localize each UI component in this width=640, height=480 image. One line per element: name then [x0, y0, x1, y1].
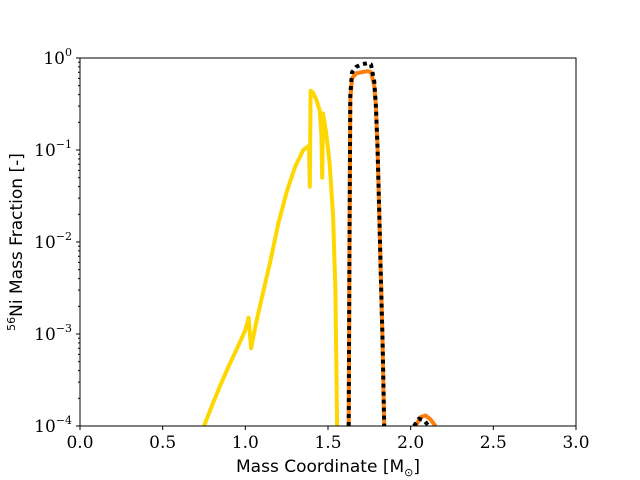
y-tick-label: 10−4 [34, 414, 72, 437]
series-layer [202, 61, 438, 426]
x-tick-label: 1.0 [232, 433, 259, 453]
x-axis-label: Mass Coordinate [M⊙] [236, 457, 420, 479]
y-tick-label: 100 [43, 46, 72, 69]
x-tick-label: 0.5 [149, 433, 176, 453]
y-tick-label: 10−3 [34, 322, 72, 345]
sun-symbol: ⊙ [404, 466, 413, 479]
y-axis: 10−4 10−3 10−2 10−1 100 [34, 46, 80, 437]
y-axis-label: 56Ni Mass Fraction [-] [5, 153, 27, 331]
series-line-5 [412, 416, 431, 426]
x-tick-label: 1.5 [314, 433, 341, 453]
x-tick-label: 2.0 [397, 433, 424, 453]
plot-frame [79, 57, 577, 427]
series-line-4 [346, 61, 387, 426]
y-tick-label: 10−1 [34, 138, 72, 161]
series-line-1 [202, 88, 340, 426]
x-tick-label: 2.5 [480, 433, 507, 453]
y-tick-label: 10−2 [34, 230, 72, 253]
x-tick-label: 3.0 [562, 433, 589, 453]
x-tick-label: 0.0 [66, 433, 93, 453]
x-axis: 0.0 0.5 1.0 1.5 2.0 2.5 3.0 [66, 426, 590, 453]
